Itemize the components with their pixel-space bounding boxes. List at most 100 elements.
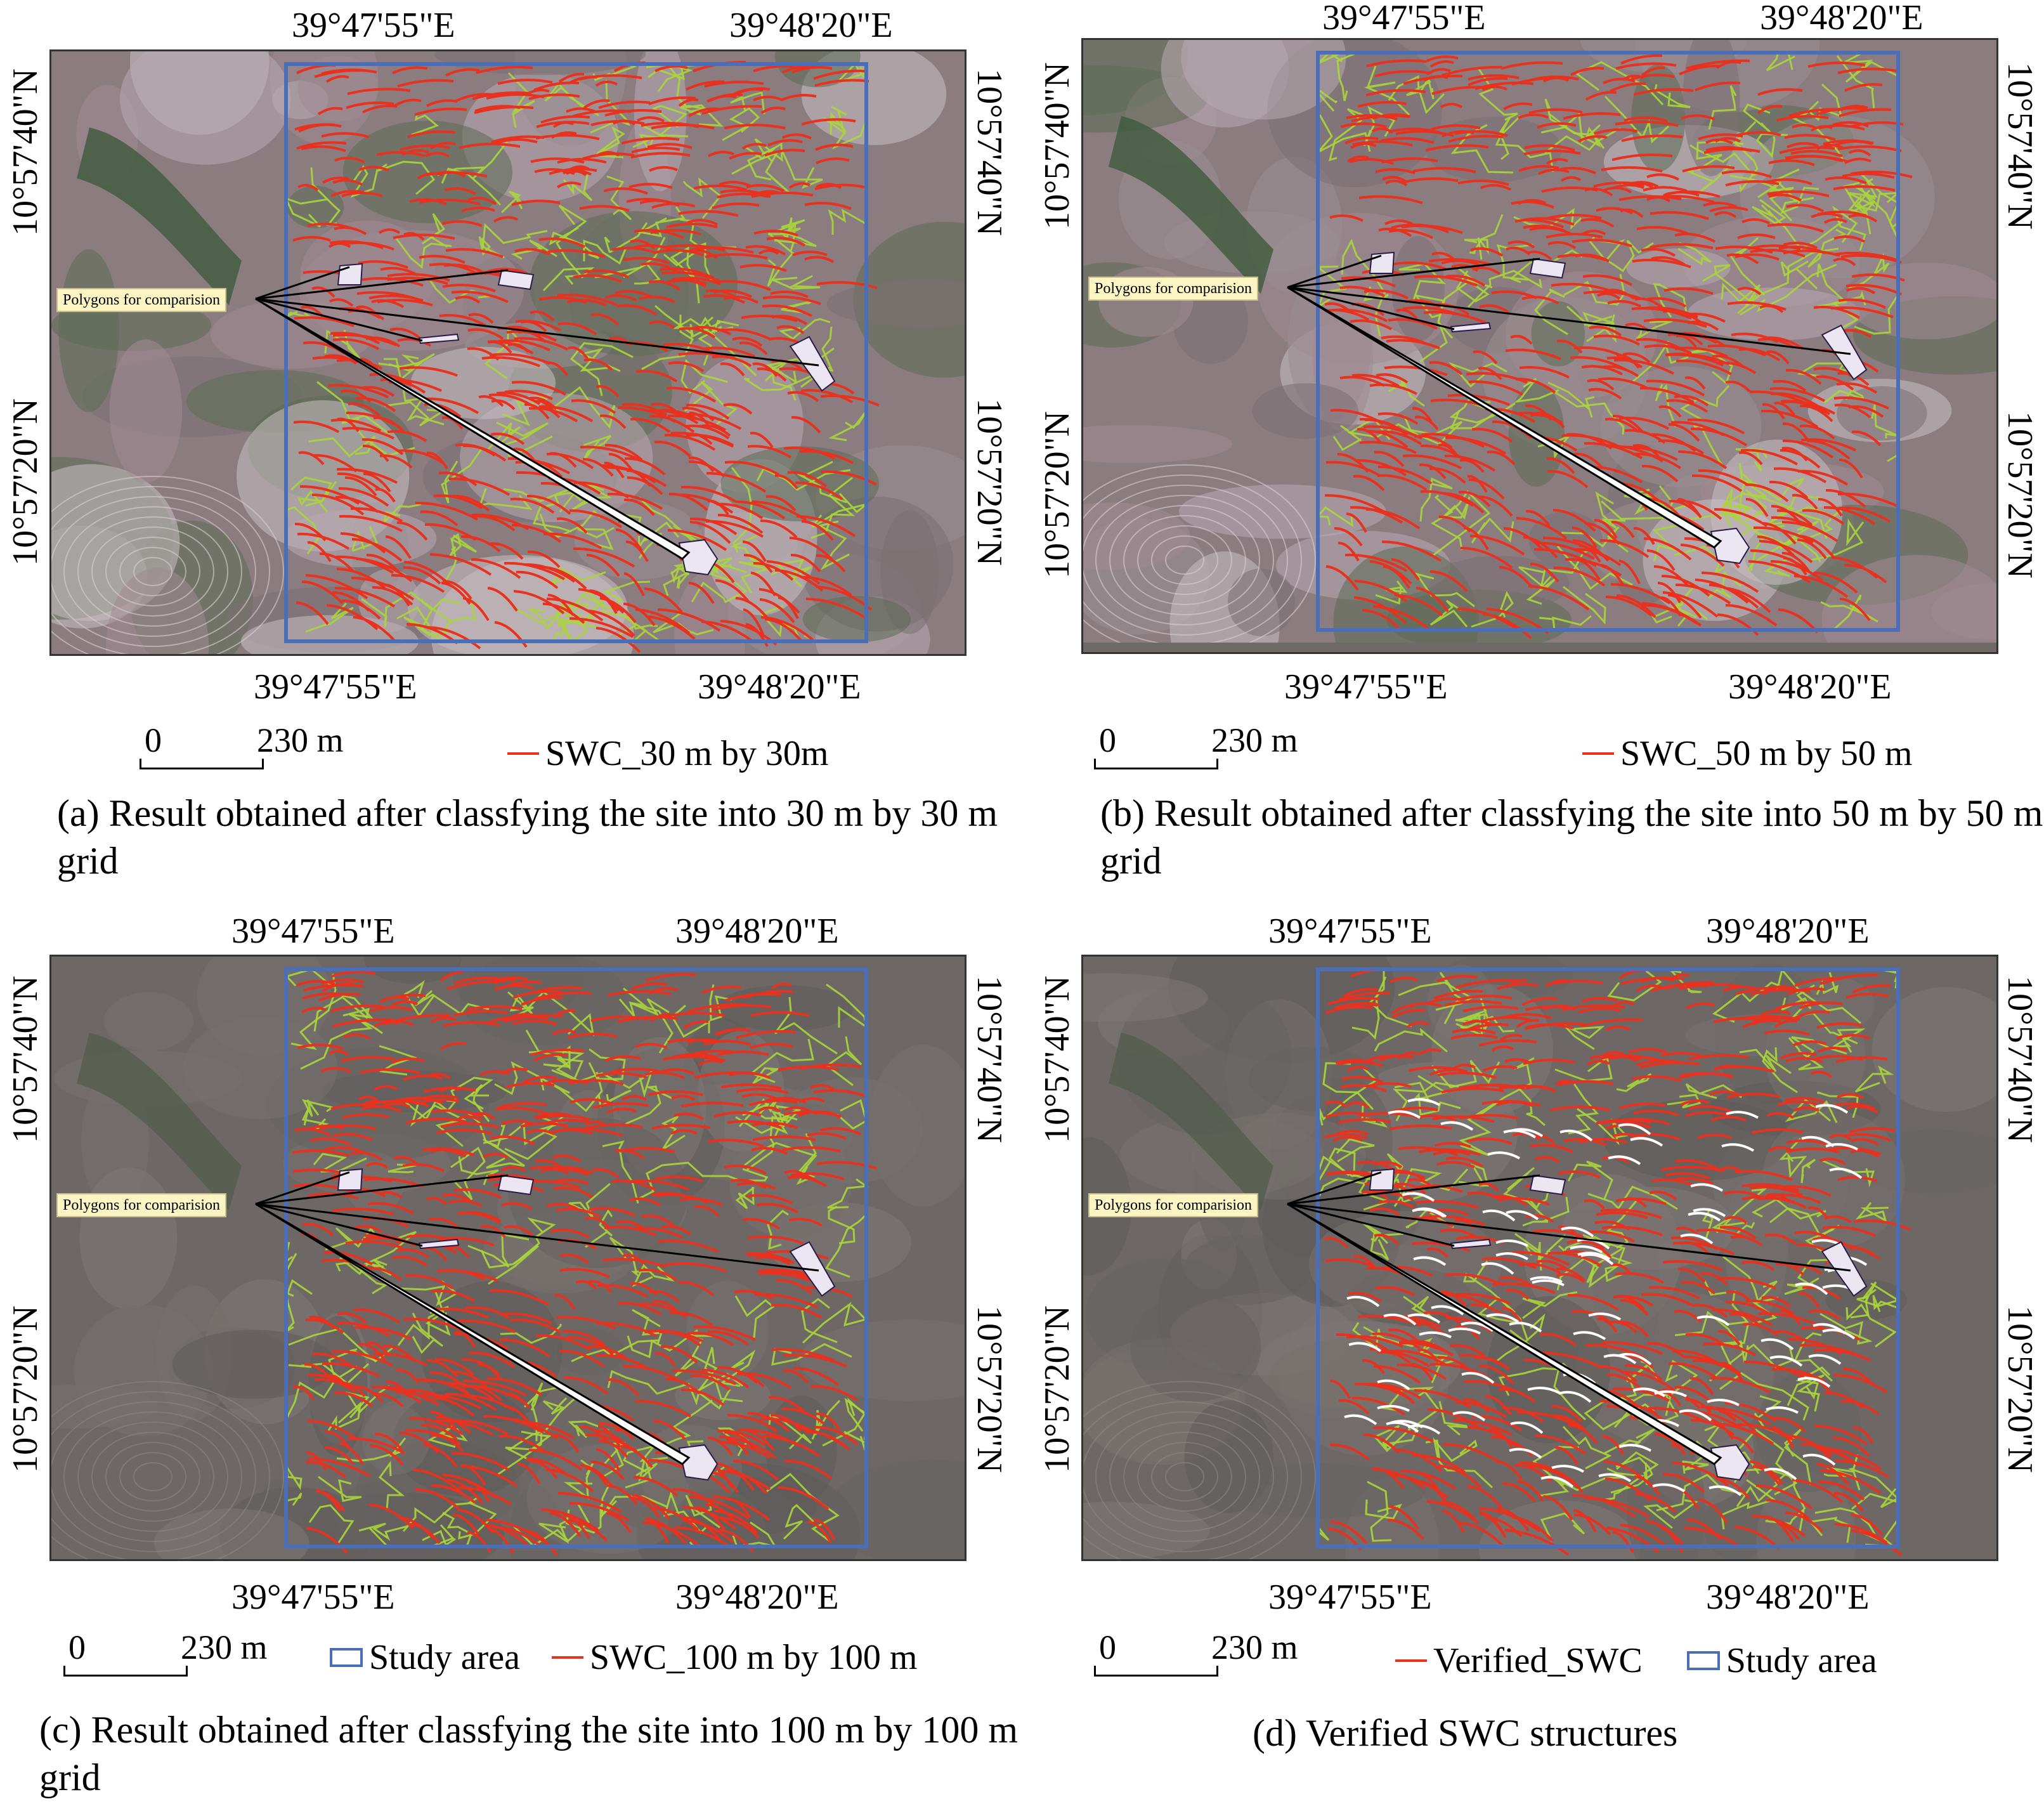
terrain-patch: [1227, 568, 1296, 637]
swc-line: [1578, 1007, 1621, 1014]
verified-swc-line: [1461, 1321, 1494, 1332]
swc-line: [760, 1417, 815, 1434]
swc-line: [528, 1459, 558, 1479]
swc-line: [1679, 64, 1721, 75]
legend-label: SWC_50 m by 50 m: [1620, 734, 1913, 773]
swc-line: [1478, 1364, 1514, 1385]
leader-line: [1287, 1174, 1540, 1205]
terrace-ring: [77, 1422, 228, 1532]
field-boundary: [1792, 506, 1845, 539]
swc-line: [566, 107, 597, 114]
verified-swc-line: [1558, 1390, 1592, 1403]
swc-line: [1374, 70, 1429, 77]
swc-line: [1378, 227, 1412, 237]
swc-line: [1643, 537, 1692, 561]
swc-line: [305, 1318, 344, 1334]
swc-line: [1372, 113, 1411, 120]
swc-line: [440, 1122, 499, 1128]
scale-distance: 230 m: [181, 1628, 268, 1666]
swc-line: [1814, 1425, 1868, 1446]
terrace-ring: [133, 557, 173, 586]
swc-line: [649, 166, 678, 172]
swc-line: [622, 1364, 682, 1383]
swc-line: [1430, 124, 1481, 131]
swc-line: [544, 1079, 589, 1085]
swc-line: [1526, 1465, 1580, 1489]
vegetation-area: [77, 1033, 242, 1210]
swc-line: [358, 260, 408, 269]
field-boundary: [1677, 242, 1712, 266]
swc-line: [1832, 1436, 1870, 1457]
swc-line: [540, 1508, 600, 1532]
swc-line: [603, 187, 648, 195]
map-canvas: [1083, 40, 1996, 643]
swc-line: [1731, 1435, 1754, 1454]
swc-line: [372, 585, 413, 606]
swc-line: [1482, 85, 1507, 91]
swc-line: [1849, 149, 1871, 157]
swc-line: [1557, 254, 1608, 262]
field-boundary: [1852, 184, 1899, 229]
swc-line: [1799, 424, 1835, 440]
verified-swc-line: [1530, 1276, 1563, 1283]
swc-line: [1518, 1461, 1570, 1480]
swc-line: [449, 1382, 495, 1401]
swc-line: [462, 597, 490, 622]
field-boundary: [570, 342, 634, 396]
swc-line: [1654, 1432, 1686, 1456]
swc-line: [1563, 112, 1621, 120]
swc-line: [666, 386, 717, 403]
swc-line: [703, 1040, 752, 1046]
swc-line: [369, 372, 412, 385]
top-lon-left: 39°47'55"E: [231, 912, 395, 951]
swc-line: [431, 1290, 476, 1302]
swc-line: [1572, 526, 1598, 549]
swc-line: [1491, 1045, 1514, 1052]
swc-line: [396, 1390, 440, 1406]
swc-line: [615, 528, 643, 552]
swc-line: [1742, 1019, 1781, 1028]
swc-line: [793, 1366, 840, 1387]
swc-line: [1428, 258, 1492, 266]
swc-line: [1610, 583, 1671, 605]
field-boundary: [1721, 488, 1754, 518]
field-boundary: [767, 232, 795, 287]
swc-line: [1662, 310, 1702, 324]
swc-line: [1516, 1411, 1579, 1428]
swc-line: [468, 313, 494, 324]
verified-swc-line: [1377, 1379, 1410, 1390]
field-boundary: [691, 569, 748, 604]
swc-line: [461, 206, 495, 212]
swc-line: [689, 1496, 750, 1520]
swc-line: [650, 228, 701, 235]
swc-line: [559, 1268, 610, 1278]
swc-line: [1641, 464, 1679, 483]
swc-line: [758, 249, 779, 255]
field-boundary: [1766, 51, 1795, 72]
field-boundary: [1715, 1188, 1767, 1234]
swc-line: [680, 1101, 744, 1108]
swc-line: [639, 199, 680, 207]
swc-line: [382, 1344, 416, 1363]
swc-line: [1634, 297, 1664, 310]
swc-line: [781, 1146, 841, 1153]
swc-line: [405, 1118, 466, 1124]
swc-line: [1372, 1426, 1434, 1443]
field-boundary: [402, 1501, 476, 1532]
swc-line: [712, 1495, 771, 1521]
swc-line: [1662, 591, 1719, 618]
field-boundary: [1843, 51, 1898, 83]
verified-swc-line: [1510, 1421, 1544, 1434]
swc-line: [1723, 1190, 1761, 1198]
swc-line: [293, 421, 339, 433]
swc-line: [727, 1120, 782, 1129]
swc-line: [1768, 159, 1815, 166]
field-boundary: [599, 596, 658, 630]
swc-line: [720, 362, 745, 377]
swc-line: [332, 179, 363, 186]
swc-line: [376, 150, 426, 157]
swc-line: [596, 1071, 647, 1078]
swc-line: [297, 1043, 344, 1050]
swc-line: [336, 568, 386, 589]
swc-line: [438, 471, 478, 487]
